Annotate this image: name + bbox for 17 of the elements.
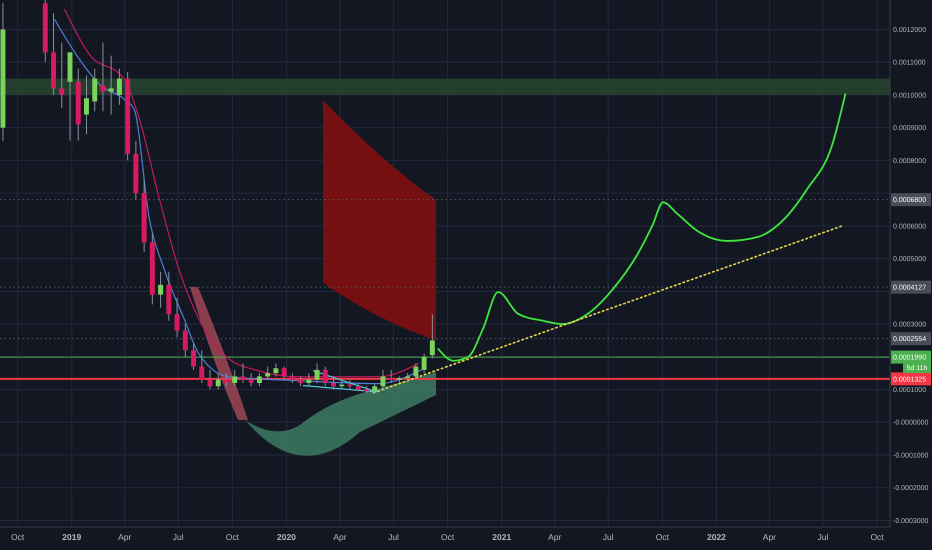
x-tick-label: 2022 — [707, 532, 726, 542]
x-tick-label: Oct — [441, 532, 455, 542]
x-tick-label: Jul — [818, 532, 828, 542]
x-tick-label: Jul — [602, 532, 614, 542]
x-tick-label: Apr — [118, 532, 132, 542]
x-tick-label: Jul — [172, 532, 184, 542]
x-tick-label: 2019 — [62, 532, 82, 542]
x-tick-label: Oct — [870, 532, 884, 542]
x-tick-label: Apr — [333, 532, 347, 542]
x-tick-label: Jul — [388, 532, 400, 542]
x-tick-label: Oct — [11, 532, 25, 542]
x-tick-label: Oct — [656, 532, 670, 542]
x-tick-label: Apr — [548, 532, 562, 542]
x-tick-label: Oct — [226, 532, 240, 542]
x-tick-label: 2020 — [277, 532, 296, 542]
x-tick-label: 2021 — [492, 532, 512, 542]
x-tick-label: Apr — [762, 532, 776, 542]
